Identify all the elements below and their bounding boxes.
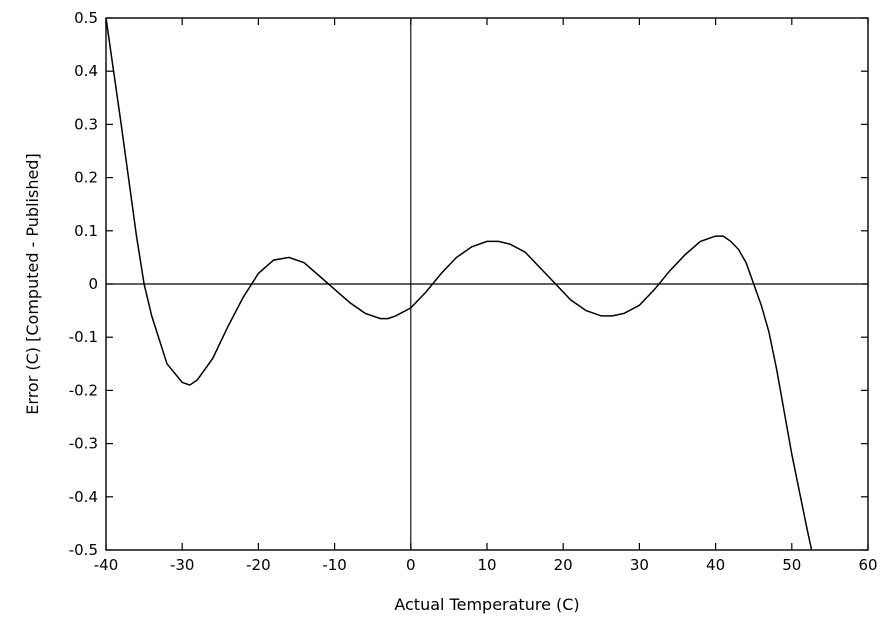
x-tick-label: 60	[858, 556, 877, 574]
y-tick-label: 0.5	[74, 9, 98, 27]
y-axis-ticks: -0.5 -0.4 -0.3 -0.2 -0.1 0 0.1 0.2 0.3 0.4 0.5	[69, 9, 868, 559]
x-tick-label: -10	[322, 556, 347, 574]
y-tick-label: 0.1	[74, 222, 98, 240]
error-curve	[105, 17, 813, 551]
y-tick-label: 0.2	[74, 169, 98, 187]
x-tick-label: 10	[477, 556, 496, 574]
x-tick-label: -40	[94, 556, 119, 574]
x-tick-label: 30	[630, 556, 649, 574]
x-tick-label: -20	[246, 556, 271, 574]
x-tick-label: 20	[554, 556, 573, 574]
x-axis-ticks: -40 -30 -20 -10 0 10 20 30 40 50 60	[94, 18, 878, 574]
x-axis-label: Actual Temperature (C)	[394, 595, 579, 614]
x-tick-label: 0	[406, 556, 416, 574]
y-tick-label: -0.3	[69, 435, 98, 453]
y-tick-label: -0.2	[69, 381, 98, 399]
y-tick-label: 0.3	[74, 115, 98, 133]
x-tick-label: 40	[706, 556, 725, 574]
y-tick-label: -0.5	[69, 541, 98, 559]
x-tick-label: 50	[782, 556, 801, 574]
y-tick-label: -0.4	[69, 488, 98, 506]
y-tick-label: -0.1	[69, 328, 98, 346]
x-tick-label: -30	[170, 556, 195, 574]
y-axis-label: Error (C) [Computed - Published]	[23, 153, 42, 414]
y-tick-label: 0	[88, 275, 98, 293]
y-tick-label: 0.4	[74, 62, 98, 80]
